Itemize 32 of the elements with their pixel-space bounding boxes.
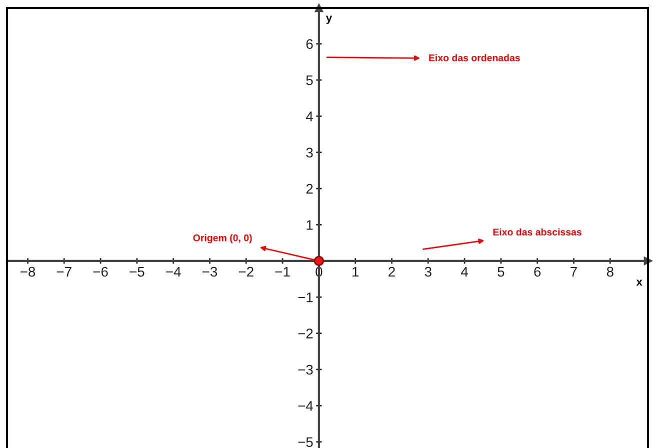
x-tick-label: −7 xyxy=(56,266,72,277)
x-tick-label: 6 xyxy=(534,266,541,277)
x-tick-label: 7 xyxy=(570,266,577,277)
y-tick-label: −2 xyxy=(298,328,313,338)
y-tick-label: 2 xyxy=(306,184,313,194)
x-axis-title: x xyxy=(636,280,642,286)
x-tick-label: −6 xyxy=(93,266,108,277)
x-tick-label: −5 xyxy=(130,266,144,277)
y-tick-label: −3 xyxy=(298,364,313,375)
y-tick-label: 1 xyxy=(306,220,313,230)
x-tick-label: 8 xyxy=(606,266,614,277)
y-tick-label: 6 xyxy=(306,39,313,49)
x-tick-label: −1 xyxy=(275,266,290,277)
annotation: Eixo das ordenadas xyxy=(429,54,520,62)
y-tick-label: −4 xyxy=(298,401,313,411)
annotation: Origem (0, 0) xyxy=(193,234,252,244)
x-tick-label: 5 xyxy=(498,266,504,277)
x-tick-label: −4 xyxy=(166,266,181,277)
y-axis-title: y xyxy=(326,16,332,24)
x-tick-label: −8 xyxy=(20,266,36,277)
annotation: Eixo das abscissas xyxy=(493,228,582,236)
y-tick-label: −1 xyxy=(298,292,313,302)
x-tick-label: −3 xyxy=(202,266,218,277)
y-tick-label: 4 xyxy=(306,112,313,122)
x-tick-label: 4 xyxy=(461,266,468,277)
y-tick-label: −5 xyxy=(298,437,313,448)
x-tick-label: −2 xyxy=(238,266,254,277)
y-tick-label: 3 xyxy=(306,148,313,158)
y-tick-label: 5 xyxy=(306,75,313,86)
x-tick-label: 1 xyxy=(352,266,359,277)
x-tick-label: 2 xyxy=(388,266,395,277)
x-tick-label: 3 xyxy=(424,266,432,277)
